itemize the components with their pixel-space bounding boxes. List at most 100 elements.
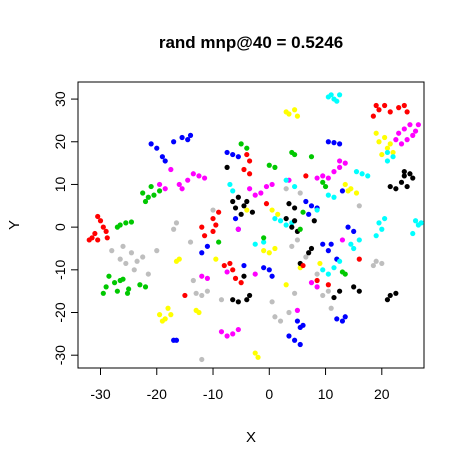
data-point	[235, 194, 241, 200]
data-point	[348, 241, 354, 247]
data-point	[241, 166, 247, 173]
data-point	[216, 239, 222, 245]
data-point	[151, 192, 157, 198]
data-point	[134, 258, 140, 264]
data-point	[171, 139, 177, 145]
data-point	[246, 292, 253, 299]
data-point	[255, 354, 261, 360]
data-point	[300, 262, 306, 269]
data-point	[210, 228, 216, 235]
data-point	[140, 190, 146, 196]
data-point	[124, 290, 131, 296]
data-point	[187, 132, 194, 138]
data-point	[404, 109, 410, 115]
data-point	[199, 250, 205, 256]
data-point	[165, 305, 171, 311]
data-point	[297, 226, 303, 232]
data-point	[224, 269, 230, 275]
data-point	[393, 186, 399, 192]
data-point	[185, 177, 191, 183]
data-point	[328, 241, 334, 247]
data-point	[356, 237, 362, 243]
data-point	[314, 284, 320, 290]
data-point	[230, 151, 236, 158]
data-point	[235, 154, 241, 160]
x-tick-label: 10	[318, 386, 334, 402]
data-point	[334, 98, 340, 104]
data-point	[351, 284, 357, 290]
data-point	[235, 226, 241, 232]
data-point	[398, 141, 405, 147]
y-tick-label: 20	[52, 134, 68, 150]
data-point	[244, 297, 250, 303]
data-point	[261, 239, 267, 245]
data-point	[410, 132, 416, 138]
data-point	[407, 171, 413, 177]
data-point	[410, 175, 416, 181]
data-point	[328, 92, 334, 98]
data-point	[235, 326, 241, 333]
data-point	[104, 235, 110, 241]
data-point	[294, 113, 301, 119]
data-point	[232, 205, 239, 211]
data-point	[269, 207, 275, 213]
points-layer	[86, 92, 424, 363]
data-point	[162, 186, 168, 192]
data-point	[232, 275, 239, 281]
data-point	[145, 271, 151, 277]
data-point	[123, 220, 129, 226]
data-point	[252, 271, 258, 277]
data-point	[275, 211, 281, 217]
data-point	[351, 245, 357, 252]
data-point	[227, 260, 233, 267]
data-point	[342, 271, 348, 277]
data-point	[261, 248, 267, 254]
data-point	[331, 294, 337, 301]
data-point	[382, 102, 388, 109]
data-point	[227, 181, 233, 188]
data-point	[156, 181, 163, 188]
data-point	[393, 137, 399, 143]
data-point	[224, 149, 230, 156]
data-point	[308, 154, 315, 160]
data-point	[241, 203, 247, 209]
data-point	[168, 312, 174, 318]
data-point	[370, 113, 376, 119]
data-point	[390, 154, 396, 160]
data-point	[418, 220, 424, 226]
data-point	[218, 297, 225, 303]
data-point	[252, 192, 258, 198]
data-point	[238, 141, 244, 147]
data-point	[401, 102, 407, 109]
data-point	[246, 158, 253, 164]
data-point	[325, 271, 331, 277]
data-point	[353, 190, 360, 196]
data-point	[314, 271, 320, 277]
data-point	[221, 262, 227, 269]
data-point	[272, 314, 278, 320]
data-point	[317, 260, 323, 267]
data-point	[320, 173, 326, 179]
data-point	[218, 329, 225, 335]
data-point	[148, 183, 154, 190]
data-point	[286, 201, 292, 207]
data-point	[266, 267, 272, 273]
data-point	[292, 205, 298, 211]
data-point	[95, 237, 101, 243]
data-point	[384, 158, 391, 164]
data-point	[393, 290, 399, 296]
data-point	[272, 215, 278, 222]
data-point	[190, 171, 196, 177]
x-tick-label: -20	[147, 386, 167, 402]
data-point	[376, 220, 382, 226]
data-point	[249, 209, 256, 215]
data-point	[390, 149, 396, 156]
data-point	[303, 254, 309, 260]
data-point	[353, 169, 360, 175]
data-point	[199, 356, 205, 363]
y-tick-label: -20	[52, 302, 68, 322]
data-point	[201, 175, 208, 181]
data-point	[303, 198, 309, 205]
x-axis-label: X	[246, 429, 256, 446]
